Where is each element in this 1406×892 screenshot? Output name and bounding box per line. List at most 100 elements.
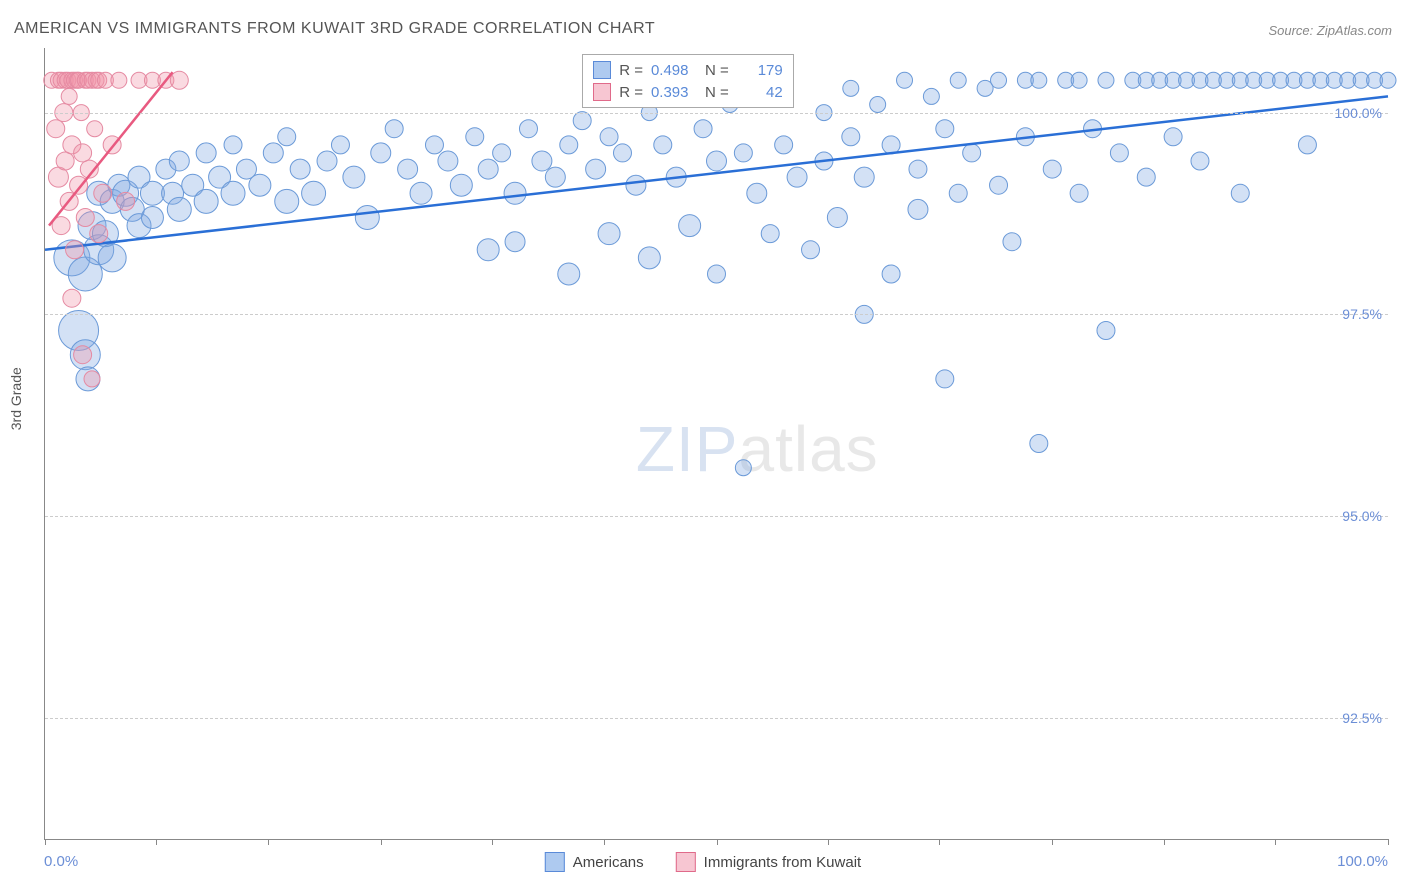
scatter-point [343,166,365,188]
legend-n-value: 179 [737,62,783,79]
x-tick-mark [268,839,269,845]
scatter-point [842,128,860,146]
legend-r-value: 0.393 [651,84,697,101]
scatter-point [63,289,81,307]
scatter-point [290,159,310,179]
scatter-point [626,175,646,195]
scatter-point [747,183,767,203]
scatter-point [111,72,127,88]
x-tick-mark [381,839,382,845]
scatter-point [1137,168,1155,186]
scatter-point [707,151,727,171]
scatter-point [598,223,620,245]
x-tick-mark [939,839,940,845]
scatter-point [450,174,472,196]
scatter-point [1191,152,1209,170]
gridline [45,516,1388,517]
scatter-point [870,97,886,113]
legend-swatch-icon [593,61,611,79]
x-tick-mark [492,839,493,845]
scatter-point [679,215,701,237]
scatter-point [936,370,954,388]
scatter-point [66,241,84,259]
scatter-point [47,120,65,138]
scatter-point [694,120,712,138]
legend-r-label: R = [619,84,643,101]
scatter-point [990,176,1008,194]
scatter-point [949,184,967,202]
scatter-point [87,121,103,137]
scatter-point [194,189,218,213]
scatter-point [76,209,94,227]
x-tick-mark [156,839,157,845]
scatter-point [141,207,163,229]
scatter-point [477,239,499,261]
scatter-point [221,181,245,205]
legend-n-label: N = [705,62,729,79]
scatter-point [74,144,92,162]
scatter-point [787,167,807,187]
x-tick-mark [1275,839,1276,845]
scatter-point [263,143,283,163]
scatter-point [61,88,77,104]
chart-title: AMERICAN VS IMMIGRANTS FROM KUWAIT 3RD G… [14,20,655,38]
scatter-point [923,88,939,104]
scatter-point [371,143,391,163]
scatter-point [493,144,511,162]
x-axis-start-label: 0.0% [44,853,78,870]
legend-stats-row: R = 0.498N = 179 [593,59,783,81]
scatter-point [1097,322,1115,340]
scatter-point [1110,144,1128,162]
legend-n-value: 42 [737,84,783,101]
scatter-point [56,152,74,170]
scatter-point [897,72,913,88]
scatter-point [573,112,591,130]
scatter-point [425,136,443,154]
x-axis-end-label: 100.0% [1337,853,1388,870]
scatter-point [761,225,779,243]
x-tick-mark [717,839,718,845]
gridline [45,718,1388,719]
scatter-point [545,167,565,187]
scatter-point [438,151,458,171]
scatter-point [466,128,484,146]
scatter-point [84,371,100,387]
scatter-point [1070,184,1088,202]
scatter-point [94,184,112,202]
bottom-legend-item: Immigrants from Kuwait [676,852,862,872]
scatter-svg [45,48,1388,839]
scatter-point [1231,184,1249,202]
scatter-point [169,151,189,171]
scatter-point [117,192,135,210]
scatter-point [734,144,752,162]
scatter-point [74,346,92,364]
scatter-point [1298,136,1316,154]
gridline [45,314,1388,315]
scatter-point [1003,233,1021,251]
legend-swatch-icon [593,83,611,101]
scatter-point [843,80,859,96]
chart-source: Source: ZipAtlas.com [1268,23,1392,38]
scatter-point [140,181,164,205]
scatter-point [827,208,847,228]
scatter-point [90,225,108,243]
legend-swatch-icon [676,852,696,872]
scatter-point [385,120,403,138]
y-tick-label: 97.5% [1342,306,1382,322]
x-tick-mark [1164,839,1165,845]
scatter-point [1043,160,1061,178]
scatter-point [638,247,660,269]
legend-r-label: R = [619,62,643,79]
scatter-point [991,72,1007,88]
y-tick-label: 92.5% [1342,710,1382,726]
scatter-point [1380,72,1396,88]
scatter-point [1164,128,1182,146]
scatter-point [735,460,751,476]
x-tick-mark [1388,839,1389,845]
y-tick-label: 100.0% [1335,105,1382,121]
x-tick-mark [1052,839,1053,845]
scatter-point [882,136,900,154]
scatter-point [908,199,928,219]
scatter-point [504,182,526,204]
x-tick-mark [828,839,829,845]
